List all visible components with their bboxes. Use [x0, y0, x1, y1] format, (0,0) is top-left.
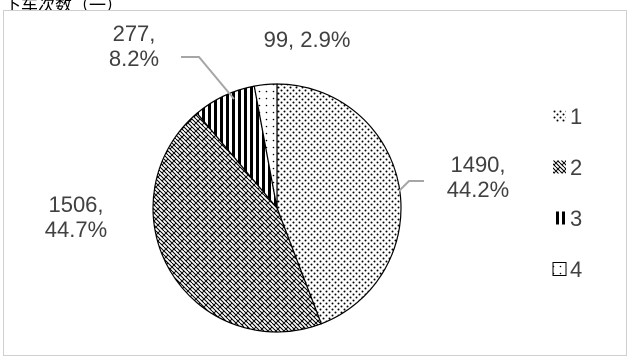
leader-lines — [181, 56, 424, 192]
leader-line-slice-1 — [398, 180, 424, 192]
data-label-slice-1: 1490, 44.2% — [447, 152, 509, 202]
legend-swatch-2 — [553, 160, 566, 174]
data-label-line: 99, 2.9% — [264, 27, 351, 52]
leader-line-slice-3 — [181, 56, 235, 100]
data-label-line: 44.7% — [45, 217, 107, 242]
data-label-line: 277, — [113, 21, 156, 46]
pie-slice-1 — [276, 83, 402, 325]
top-caption-fragment: 下车次数（一） — [0, 0, 630, 10]
pie-slice-2 — [152, 112, 323, 333]
data-label-line: 1506, — [48, 192, 103, 217]
legend-label-2: 2 — [570, 155, 582, 180]
legend-swatch-3 — [553, 211, 566, 225]
data-label-line: 8.2% — [109, 46, 159, 71]
data-label-slice-2: 1506, 44.7% — [45, 192, 107, 242]
pie-slices — [152, 83, 402, 333]
legend-label-1: 1 — [570, 104, 582, 129]
data-label-line: 1490, — [450, 152, 505, 177]
caption-text: 下车次数（一） — [4, 0, 123, 10]
pie-slice-4 — [253, 83, 278, 209]
data-label-slice-3: 277, 8.2% — [109, 21, 159, 71]
legend: 1 2 3 4 — [552, 104, 582, 282]
data-label-slice-4: 99, 2.9% — [264, 27, 351, 52]
chart-frame: 1490, 44.2% 1506, 44.7% 277, 8.2% 99, 2.9% 1 2 3… — [3, 10, 627, 356]
pie-chart: 1490, 44.2% 1506, 44.7% 277, 8.2% 99, 2.9% 1 2 3… — [45, 21, 582, 333]
legend-swatch-4 — [552, 262, 567, 276]
data-label-line: 44.2% — [447, 177, 509, 202]
legend-swatch-1 — [553, 109, 566, 123]
data-labels: 1490, 44.2% 1506, 44.7% 277, 8.2% 99, 2.9% — [45, 21, 509, 242]
legend-label-3: 3 — [570, 206, 582, 231]
legend-label-4: 4 — [570, 257, 582, 282]
